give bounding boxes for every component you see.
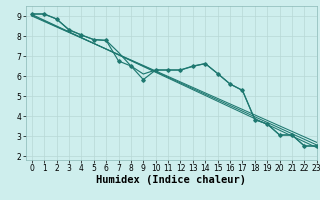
X-axis label: Humidex (Indice chaleur): Humidex (Indice chaleur) (96, 175, 246, 185)
